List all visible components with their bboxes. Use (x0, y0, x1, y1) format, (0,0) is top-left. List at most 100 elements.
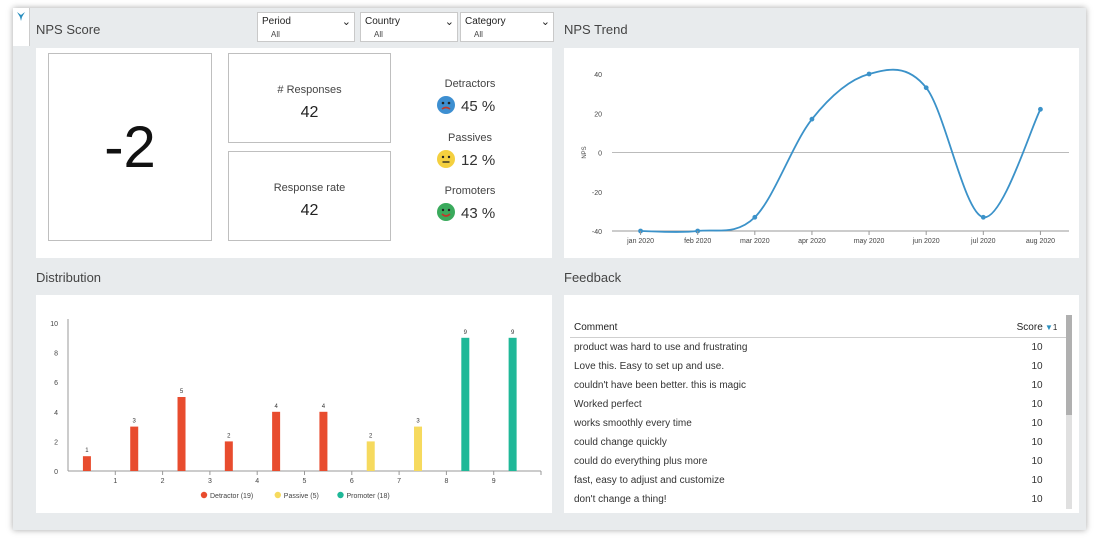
y-tick-label: 8 (54, 351, 58, 358)
table-row[interactable]: could do everything plus more 10 (570, 452, 1066, 471)
promoters-label: Promoters (444, 185, 496, 197)
score-cell: 10 (1031, 399, 1043, 410)
legend-label: Passive (5) (284, 493, 319, 500)
country-filter-value: All (374, 30, 383, 39)
bar-data-label: 9 (511, 330, 515, 336)
x-tick-label: 6 (350, 478, 354, 485)
response-rate-value: 42 (300, 202, 319, 219)
detractors-value: 45 % (461, 98, 496, 115)
x-tick-label: may 2020 (854, 238, 885, 245)
comment-cell: fast, easy to adjust and customize (574, 475, 725, 486)
comment-cell: could do everything plus more (574, 456, 708, 467)
bar (224, 441, 233, 471)
feedback-scrollbar[interactable] (1066, 315, 1072, 509)
table-row[interactable]: product was hard to use and frustrating 1… (570, 338, 1066, 358)
response-rate-box: Response rate 42 (228, 151, 391, 241)
bar (414, 426, 423, 471)
bar-data-label: 2 (227, 433, 231, 439)
period-filter[interactable]: Period All ⌄ (257, 12, 355, 42)
bar (461, 337, 470, 471)
x-tick-label: 9 (492, 478, 496, 485)
feedback-panel: Comment Score ▼1 product was hard to use… (564, 295, 1079, 513)
x-tick-label: 2 (161, 478, 165, 485)
feedback-title: Feedback (564, 270, 622, 285)
bar-data-label: 5 (180, 389, 184, 395)
distribution-panel: 10 8 6 4 2 0 1 3 1 5 2 2 3 4 4 4 5 2 6 3 7 9 8 9 9 Detractor (19)… (36, 295, 552, 513)
x-tick-label: aug 2020 (1026, 238, 1055, 245)
data-point (866, 71, 872, 77)
bar-data-label: 2 (369, 433, 373, 439)
responses-value: 42 (300, 104, 319, 121)
nps-trend-title: NPS Trend (564, 22, 628, 37)
neutral-face-icon (437, 150, 455, 168)
period-filter-value: All (271, 30, 280, 39)
legend-marker (200, 491, 208, 499)
nps-score-title: NPS Score (36, 22, 101, 37)
bar (130, 426, 139, 471)
nps-trend-panel: 40 20 0 -20 -40 NPS jan 2020 feb 2020 mar 2020 ap… (564, 48, 1079, 258)
score-cell: 10 (1031, 342, 1043, 353)
bar-data-label: 1 (85, 448, 89, 454)
comment-cell: could change quickly (574, 437, 667, 448)
bar-data-label: 4 (322, 404, 326, 410)
table-row[interactable]: could change quickly 10 (570, 433, 1066, 452)
nps-score-box: -2 (48, 53, 212, 241)
x-tick-label: 8 (444, 478, 448, 485)
table-row[interactable]: Love this. Easy to set up and use. 10 (570, 357, 1066, 376)
table-row[interactable]: couldn't have been better. this is magic… (570, 376, 1066, 395)
bar (508, 337, 517, 471)
score-cell: 10 (1031, 361, 1043, 372)
score-cell: 10 (1031, 437, 1043, 448)
feedback-table: Comment Score ▼1 product was hard to use… (570, 317, 1066, 509)
bar-data-label: 3 (133, 419, 137, 425)
category-filter[interactable]: Category All ⌄ (460, 12, 554, 42)
score-cell: 10 (1031, 456, 1043, 467)
passives-label: Passives (447, 132, 493, 144)
category-filter-label: Category (465, 16, 506, 27)
country-filter[interactable]: Country All ⌄ (360, 12, 458, 42)
y-tick-label: -40 (592, 229, 602, 236)
chevron-down-icon: ⌄ (444, 16, 454, 28)
angry-face-icon (437, 96, 455, 114)
promoters-value: 43 % (461, 205, 496, 222)
legend-marker (274, 491, 281, 499)
comment-cell: don't change a thing! (574, 494, 667, 505)
x-tick-label: mar 2020 (740, 238, 770, 245)
score-cell: 10 (1031, 494, 1043, 505)
x-tick-label: jan 2020 (626, 238, 654, 245)
table-row[interactable]: don't change a thing! 10 (570, 490, 1066, 509)
distribution-title: Distribution (36, 270, 102, 285)
comment-column-header[interactable]: Comment (570, 317, 1008, 338)
chevron-down-icon: ⌄ (540, 16, 550, 28)
side-tab[interactable] (13, 8, 30, 46)
sort-desc-icon: ▼ (1042, 322, 1053, 332)
y-tick-label: -20 (592, 190, 602, 197)
y-tick-label: 20 (594, 111, 602, 118)
table-row[interactable]: Worked perfect 10 (570, 395, 1066, 414)
table-row[interactable]: fast, easy to adjust and customize 10 (570, 471, 1066, 490)
score-column-header[interactable]: Score ▼1 (1008, 317, 1066, 338)
legend-label: Detractor (19) (210, 493, 253, 500)
x-tick-label: jun 2020 (912, 238, 940, 245)
data-point (752, 214, 758, 220)
comment-cell: Worked perfect (574, 399, 642, 410)
feedback-scrollbar-thumb[interactable] (1066, 315, 1072, 415)
legend-marker (337, 491, 344, 499)
x-tick-label: 7 (397, 478, 401, 485)
bar-data-label: 4 (274, 404, 278, 410)
responses-box: # Responses 42 (228, 53, 391, 143)
table-row[interactable]: works smoothly every time 10 (570, 414, 1066, 433)
category-filter-value: All (474, 30, 483, 39)
nps-score-panel: -2 # Responses 42 Response rate 42 Detra… (36, 48, 552, 258)
score-cell: 10 (1031, 418, 1043, 429)
data-point (809, 116, 815, 122)
responses-label: # Responses (277, 84, 342, 96)
bar-data-label: 9 (464, 330, 468, 336)
detractors-label: Detractors (444, 78, 496, 90)
bar (272, 411, 281, 471)
feedback-table-body: product was hard to use and frustrating 1… (570, 338, 1066, 510)
response-rate-label: Response rate (273, 182, 346, 194)
chevron-down-icon: ⌄ (341, 16, 351, 28)
score-header-label: Score (1016, 321, 1043, 333)
feedback-header-row: Comment Score ▼1 (570, 317, 1066, 338)
